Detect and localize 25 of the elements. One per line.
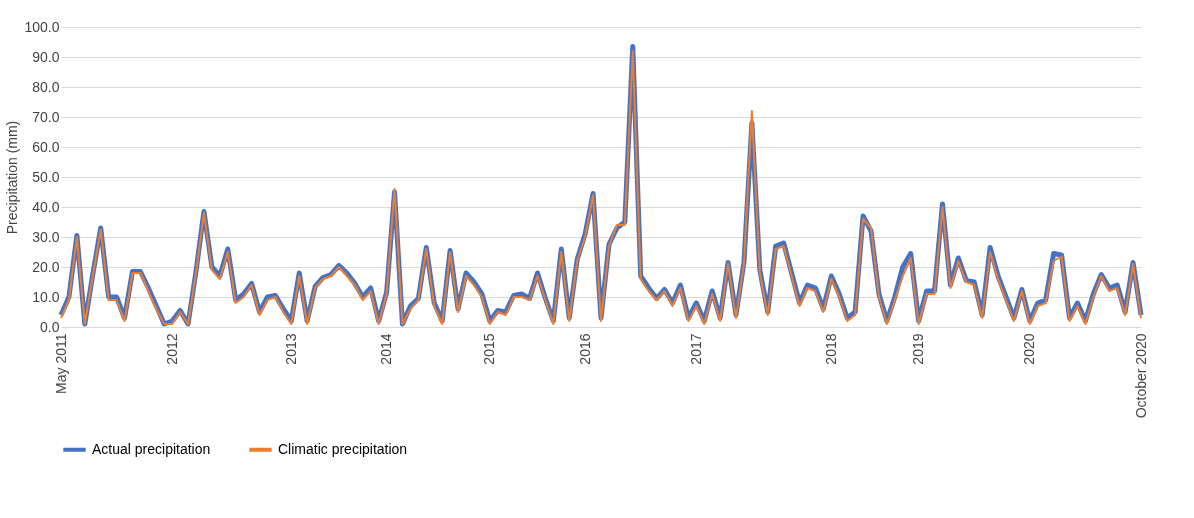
- y-tick-label: 10.0: [32, 288, 60, 305]
- y-tick-label: 40.0: [32, 198, 60, 215]
- legend-label: Climatic precipitation: [278, 440, 408, 457]
- x-tick-label: May 2011: [52, 333, 69, 394]
- y-tick-label: 90.0: [32, 48, 60, 65]
- y-tick-label: 20.0: [32, 258, 60, 275]
- x-tick-label: 2020: [1021, 333, 1038, 365]
- x-tick-label: 2015: [481, 333, 498, 365]
- x-tick-label: 2018: [822, 333, 839, 365]
- x-tick-label: 2019: [910, 333, 927, 365]
- x-tick-label: 2013: [282, 333, 299, 365]
- y-tick-label: 80.0: [32, 78, 60, 95]
- x-tick-label: 2016: [576, 333, 593, 365]
- y-axis-title: Precipitation (mm): [4, 120, 21, 235]
- x-tick-label: 2017: [687, 333, 704, 365]
- y-tick-label: 0.0: [40, 318, 60, 335]
- y-tick-label: 100.0: [24, 18, 60, 35]
- x-tick-label: October 2020: [1132, 333, 1149, 419]
- x-tick-label: 2014: [378, 333, 395, 365]
- y-tick-label: 50.0: [32, 168, 60, 185]
- x-tick-label: 2012: [163, 333, 180, 365]
- y-tick-label: 70.0: [32, 108, 60, 125]
- y-tick-label: 30.0: [32, 228, 60, 245]
- y-tick-label: 60.0: [32, 138, 60, 155]
- legend-label: Actual precipitation: [92, 440, 211, 457]
